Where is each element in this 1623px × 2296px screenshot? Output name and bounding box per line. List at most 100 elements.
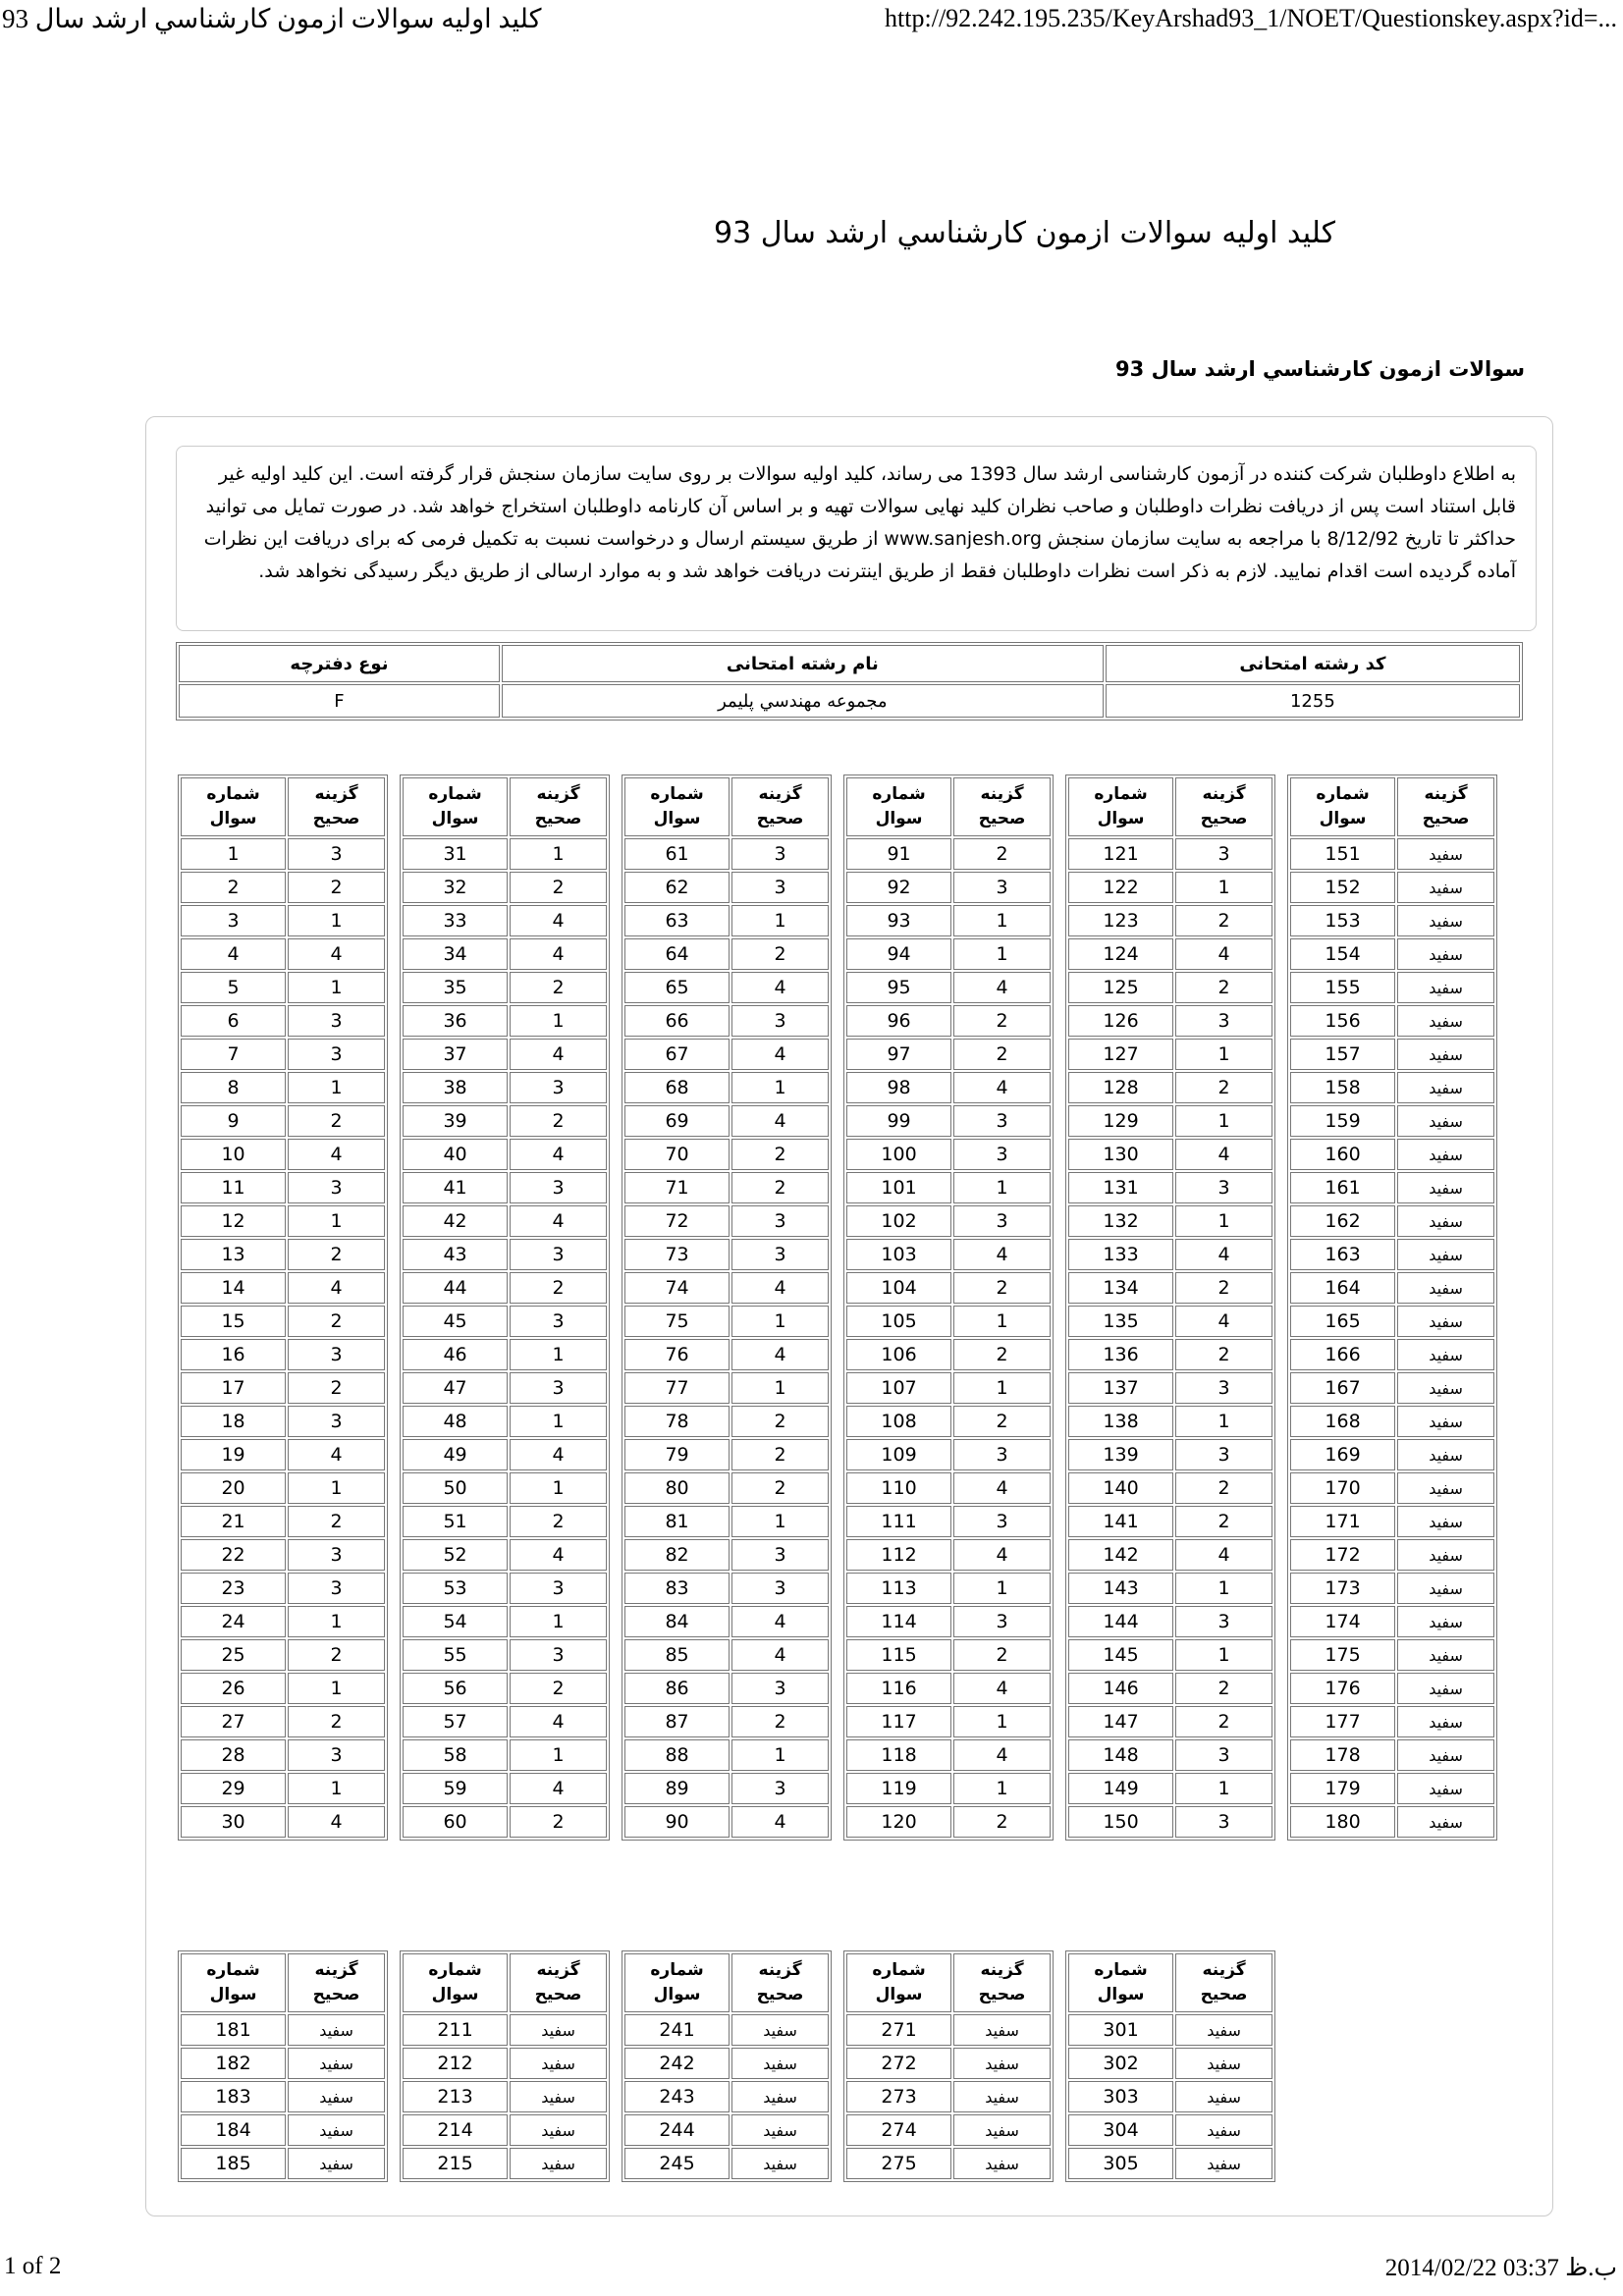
correct-option-cell: 2: [288, 1706, 385, 1737]
correct-option-cell: 2: [953, 1005, 1051, 1037]
correct-option-cell: 1: [510, 1406, 607, 1437]
correct-option-cell: 2: [953, 838, 1051, 870]
correct-option-cell: سفید: [731, 2148, 829, 2179]
answer-row: 183 سفید: [181, 2081, 385, 2112]
correct-option-cell: 1: [288, 972, 385, 1003]
answer-row: 104 2: [846, 1272, 1051, 1304]
answer-row: 162 سفید: [1290, 1205, 1494, 1237]
question-number-cell: 185: [181, 2148, 287, 2179]
answer-row: 100 3: [846, 1139, 1051, 1170]
correct-option-cell: 3: [288, 838, 385, 870]
correct-option-cell: 3: [1175, 1172, 1272, 1203]
correct-option-cell: 1: [288, 1472, 385, 1504]
question-number-cell: 129: [1068, 1105, 1174, 1137]
answer-row: 12 1: [181, 1205, 385, 1237]
correct-option-cell: 3: [510, 1372, 607, 1404]
answer-row: 214 سفید: [403, 2114, 607, 2146]
answer-table-q91-120: شماره سوال گزینه صحیح 91 2 92 3 93 1 94 1 95 4 96 2 97…: [843, 774, 1054, 1841]
answer-table-q271-275: شماره سوال گزینه صحیح 271 سفید 272 سفید 273 سفی…: [843, 1950, 1054, 2182]
page-number: 1 of 2: [4, 2253, 62, 2279]
correct-option-cell: سفید: [1397, 1339, 1494, 1370]
answer-row: 19 4: [181, 1439, 385, 1470]
correct-option-cell: 3: [510, 1239, 607, 1270]
correct-option-cell: 1: [288, 1205, 385, 1237]
answer-row: 32 2: [403, 872, 607, 903]
question-number-cell: 60: [403, 1806, 509, 1838]
correct-option-cell: سفید: [1175, 2081, 1272, 2112]
question-number-cell: 66: [624, 1005, 730, 1037]
question-number-cell: 9: [181, 1105, 287, 1137]
question-number-cell: 177: [1290, 1706, 1396, 1737]
question-number-header: شماره سوال: [1068, 1953, 1174, 2012]
question-number-cell: 39: [403, 1105, 509, 1137]
question-number-cell: 19: [181, 1439, 287, 1470]
question-number-cell: 124: [1068, 938, 1174, 970]
answer-row: 135 4: [1068, 1306, 1272, 1337]
question-number-cell: 130: [1068, 1139, 1174, 1170]
correct-option-header: گزینه صحیح: [510, 1953, 607, 2012]
correct-option-cell: 3: [510, 1639, 607, 1671]
correct-option-cell: 4: [1175, 1139, 1272, 1170]
answer-row: 23 3: [181, 1573, 385, 1604]
question-number-cell: 52: [403, 1539, 509, 1571]
correct-option-cell: سفید: [1397, 1205, 1494, 1237]
question-number-cell: 133: [1068, 1239, 1174, 1270]
question-number-cell: 36: [403, 1005, 509, 1037]
question-number-cell: 61: [624, 838, 730, 870]
correct-option-cell: 3: [731, 1539, 829, 1571]
question-number-cell: 1: [181, 838, 287, 870]
question-number-cell: 55: [403, 1639, 509, 1671]
question-number-cell: 168: [1290, 1406, 1396, 1437]
answer-row: 180 سفید: [1290, 1806, 1494, 1838]
answer-row: 51 2: [403, 1506, 607, 1537]
correct-option-cell: 3: [731, 838, 829, 870]
question-number-cell: 70: [624, 1139, 730, 1170]
answer-row: 10 4: [181, 1139, 385, 1170]
correct-option-cell: سفید: [1397, 1806, 1494, 1838]
correct-option-cell: 4: [953, 1539, 1051, 1571]
correct-option-cell: 3: [288, 1739, 385, 1771]
correct-option-cell: 2: [288, 872, 385, 903]
answer-row: 271 سفید: [846, 2014, 1051, 2046]
question-number-cell: 82: [624, 1539, 730, 1571]
correct-option-cell: سفید: [1397, 1706, 1494, 1737]
correct-option-cell: سفید: [1397, 1539, 1494, 1571]
question-number-cell: 144: [1068, 1606, 1174, 1637]
answer-row: 76 4: [624, 1339, 829, 1370]
answer-row: 273 سفید: [846, 2081, 1051, 2112]
correct-option-cell: 3: [288, 1339, 385, 1370]
answer-row: 59 4: [403, 1773, 607, 1804]
correct-option-cell: 2: [731, 1706, 829, 1737]
question-number-cell: 171: [1290, 1506, 1396, 1537]
question-number-cell: 51: [403, 1506, 509, 1537]
question-number-cell: 143: [1068, 1573, 1174, 1604]
question-number-cell: 88: [624, 1739, 730, 1771]
answer-row: 47 3: [403, 1372, 607, 1404]
question-number-cell: 157: [1290, 1039, 1396, 1070]
answer-row: 37 4: [403, 1039, 607, 1070]
question-number-cell: 78: [624, 1406, 730, 1437]
correct-option-cell: سفید: [1397, 1372, 1494, 1404]
question-number-cell: 117: [846, 1706, 952, 1737]
correct-option-cell: سفید: [288, 2114, 385, 2146]
answer-header-row: شماره سوال گزینه صحیح: [1068, 777, 1272, 836]
answer-row: 146 2: [1068, 1673, 1272, 1704]
question-number-cell: 102: [846, 1205, 952, 1237]
answer-row: 25 2: [181, 1639, 385, 1671]
question-number-cell: 5: [181, 972, 287, 1003]
question-number-cell: 30: [181, 1806, 287, 1838]
answer-row: 143 1: [1068, 1573, 1272, 1604]
question-number-cell: 28: [181, 1739, 287, 1771]
answer-row: 172 سفید: [1290, 1539, 1494, 1571]
question-number-cell: 116: [846, 1673, 952, 1704]
answer-row: 145 1: [1068, 1639, 1272, 1671]
question-number-cell: 173: [1290, 1573, 1396, 1604]
exam-name-value: مجموعه مهندسي پليمر: [501, 684, 1104, 718]
correct-option-cell: 4: [510, 1205, 607, 1237]
answer-row: 20 1: [181, 1472, 385, 1504]
answer-row: 60 2: [403, 1806, 607, 1838]
correct-option-cell: سفید: [510, 2081, 607, 2112]
